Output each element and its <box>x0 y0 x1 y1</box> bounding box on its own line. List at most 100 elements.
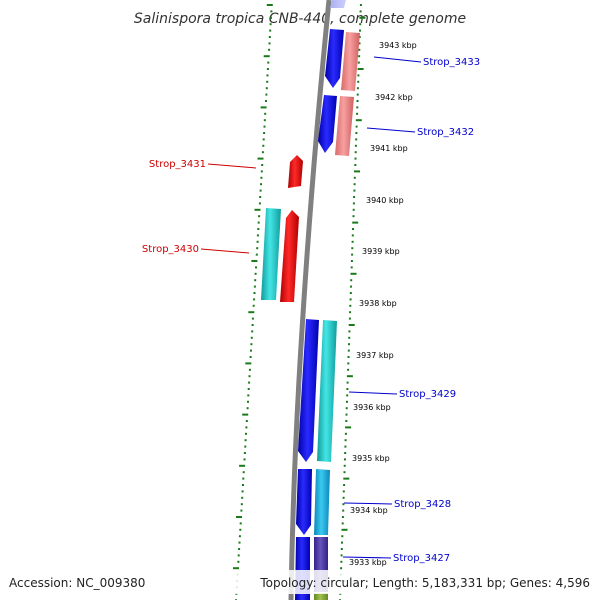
ruler-dot <box>346 394 349 397</box>
ruler-dot <box>355 125 358 128</box>
ruler-dot <box>350 266 353 269</box>
gene-feature-blue[interactable] <box>296 469 312 535</box>
gene-feature-red[interactable] <box>280 210 299 302</box>
ruler-dot <box>341 535 344 538</box>
ruler-dot <box>347 362 350 365</box>
ruler-dot <box>257 228 260 230</box>
ruler-dot <box>342 490 345 493</box>
ruler-dot <box>349 292 352 294</box>
gene-feature-red[interactable] <box>288 155 303 188</box>
ruler-dot <box>261 164 264 166</box>
ruler-dot <box>340 548 343 550</box>
ruler-dot <box>344 432 347 435</box>
ruler-major-tick <box>266 4 273 6</box>
ruler-dot <box>267 61 270 64</box>
ruler-dot <box>261 151 264 154</box>
ruler-dot <box>241 496 244 499</box>
ruler-dot <box>351 253 354 256</box>
ruler-dot <box>348 330 351 333</box>
ruler-dot <box>238 541 241 544</box>
kbp-tick-labels: 3943 kbp 3942 kbp 3941 kbp 3940 kbp 3939… <box>349 41 417 567</box>
gene-features <box>261 0 360 600</box>
gene-feature-pink[interactable] <box>335 96 354 156</box>
gene-label-strop-3430[interactable]: Strop_3430 <box>142 244 199 255</box>
tick-label: 3936 kbp <box>353 403 391 412</box>
ruler-dot <box>237 554 240 557</box>
ruler-dot <box>253 292 256 294</box>
ruler-dot <box>256 247 259 250</box>
gene-feature-cyan[interactable] <box>261 208 281 300</box>
ruler-dot <box>237 560 240 563</box>
ruler-dot <box>269 29 272 32</box>
leader-line <box>207 163 257 169</box>
ruler-major-tick <box>233 567 239 570</box>
ruler-dot <box>353 189 356 192</box>
ruler-dot <box>270 16 272 19</box>
ruler-dot <box>353 176 356 179</box>
gene-feature-blue[interactable] <box>318 95 337 153</box>
ruler-dot <box>244 445 247 448</box>
ruler-dot <box>350 260 353 262</box>
ruler-dot <box>244 439 247 442</box>
gene-label-strop-3427[interactable]: Strop_3427 <box>393 553 450 564</box>
ruler-dot <box>353 183 356 186</box>
ruler-dot <box>268 42 271 45</box>
ruler-dot <box>346 388 349 390</box>
ruler-dot <box>357 80 360 83</box>
leader-line <box>366 127 416 133</box>
ruler-dot <box>255 253 258 256</box>
tick-label: 3941 kbp <box>370 144 408 153</box>
gene-feature-pink[interactable] <box>341 32 360 91</box>
ruler-dot <box>248 381 251 384</box>
ruler-major-tick <box>348 324 355 326</box>
ruler-dot <box>345 413 348 416</box>
gene-feature-olive[interactable] <box>314 593 328 600</box>
ruler-dot <box>263 125 266 128</box>
ruler-dot <box>352 202 355 205</box>
ruler-dot <box>344 439 347 442</box>
ruler-major-tick <box>357 68 364 70</box>
ruler-dot <box>356 93 359 96</box>
ruler-dot <box>245 432 247 435</box>
ruler-dot <box>358 48 361 51</box>
ruler-dot <box>357 61 360 64</box>
ruler-dot <box>266 80 269 83</box>
gene-label-strop-3428[interactable]: Strop_3428 <box>394 499 451 510</box>
ruler-dot <box>354 151 357 154</box>
ruler-major-tick <box>343 477 350 480</box>
ruler-dot <box>251 330 254 333</box>
ruler-dot <box>238 548 241 550</box>
gene-label-strop-3431[interactable]: Strop_3431 <box>149 159 206 170</box>
ruler-major-tick <box>345 426 352 429</box>
ruler-dot <box>359 23 362 26</box>
ruler-dot <box>268 36 271 38</box>
gene-label-strop-3432[interactable]: Strop_3432 <box>417 127 474 138</box>
gene-feature-blue[interactable] <box>330 0 346 8</box>
ruler-dot <box>351 240 354 243</box>
ruler-dot <box>354 144 357 147</box>
ruler-dot <box>357 74 360 77</box>
gene-feature-sky[interactable] <box>314 469 330 535</box>
leader-line <box>200 248 250 254</box>
gene-feature-blue[interactable] <box>325 29 344 88</box>
gene-label-strop-3429[interactable]: Strop_3429 <box>399 389 456 400</box>
ruler-major-tick <box>355 119 362 122</box>
tick-label: 3940 kbp <box>366 196 404 205</box>
ruler-dot <box>249 356 252 358</box>
ruler-dot <box>251 317 254 320</box>
ruler-dot <box>262 138 265 141</box>
ruler-major-tick <box>245 362 252 365</box>
ruler-dot <box>352 208 355 211</box>
ruler-dot <box>247 400 249 403</box>
gene-label-strop-3433[interactable]: Strop_3433 <box>423 57 480 68</box>
map-title: Salinispora tropica CNB-440, complete ge… <box>134 11 466 27</box>
leader-line <box>343 502 393 505</box>
ruler-major-tick <box>257 157 264 160</box>
gene-feature-blue[interactable] <box>298 319 319 462</box>
gene-feature-cyan[interactable] <box>317 320 337 462</box>
gene-labels: Strop_3433 Strop_3432 Strop_3431 Strop_3… <box>142 57 480 564</box>
genome-backbone <box>288 0 332 600</box>
ruler-dot <box>340 567 343 570</box>
ruler-dot <box>345 420 348 422</box>
ruler-dot <box>239 528 242 531</box>
